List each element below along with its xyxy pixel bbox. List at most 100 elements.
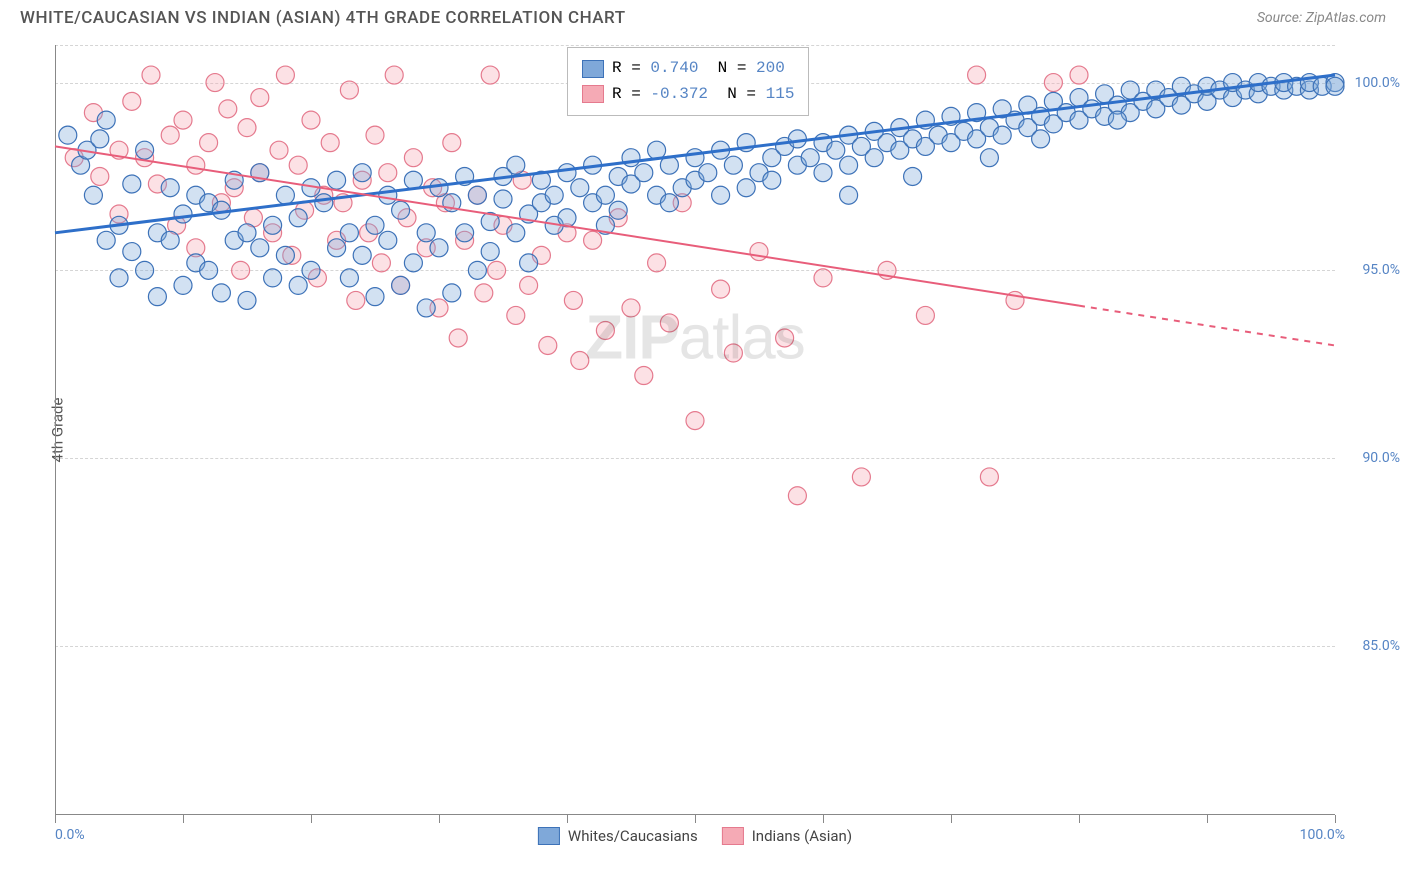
data-point bbox=[724, 156, 742, 174]
data-point bbox=[385, 66, 403, 84]
correlation-legend-box: R = 0.740 N = 200R = -0.372 N = 115 bbox=[567, 47, 809, 116]
data-point bbox=[545, 216, 563, 234]
data-point bbox=[968, 104, 986, 122]
data-point bbox=[494, 216, 512, 234]
data-point bbox=[814, 164, 832, 182]
data-point bbox=[737, 179, 755, 197]
data-point bbox=[840, 156, 858, 174]
data-point bbox=[238, 291, 256, 309]
data-point bbox=[1083, 100, 1101, 118]
data-point bbox=[520, 254, 538, 272]
data-point bbox=[968, 130, 986, 148]
data-point bbox=[404, 254, 422, 272]
data-point bbox=[430, 179, 448, 197]
data-point bbox=[1313, 77, 1331, 95]
data-point bbox=[571, 179, 589, 197]
data-point bbox=[187, 186, 205, 204]
data-point bbox=[750, 164, 768, 182]
data-point bbox=[225, 231, 243, 249]
data-point bbox=[571, 352, 589, 370]
data-point bbox=[59, 126, 77, 144]
data-point bbox=[136, 141, 154, 159]
data-point bbox=[1019, 96, 1037, 114]
data-point bbox=[1172, 96, 1190, 114]
data-point bbox=[865, 122, 883, 140]
data-point bbox=[110, 269, 128, 287]
data-point bbox=[65, 149, 83, 167]
data-point bbox=[942, 134, 960, 152]
data-point bbox=[1044, 92, 1062, 110]
watermark: ZIPatlas bbox=[585, 302, 804, 373]
data-point bbox=[91, 167, 109, 185]
trend-lines bbox=[55, 45, 1335, 815]
data-point bbox=[1121, 104, 1139, 122]
data-point bbox=[1147, 100, 1165, 118]
gridline bbox=[55, 458, 1335, 459]
data-point bbox=[513, 171, 531, 189]
x-tick-mark bbox=[1207, 815, 1208, 823]
data-point bbox=[1096, 107, 1114, 125]
data-point bbox=[673, 179, 691, 197]
data-point bbox=[251, 164, 269, 182]
data-point bbox=[456, 231, 474, 249]
x-tick-mark bbox=[311, 815, 312, 823]
legend-row: R = 0.740 N = 200 bbox=[582, 56, 794, 82]
data-point bbox=[84, 104, 102, 122]
data-point bbox=[955, 122, 973, 140]
data-point bbox=[750, 243, 768, 261]
data-point bbox=[276, 246, 294, 264]
data-point bbox=[1019, 119, 1037, 137]
data-point bbox=[1211, 81, 1229, 99]
data-point bbox=[161, 231, 179, 249]
data-point bbox=[174, 276, 192, 294]
data-point bbox=[507, 156, 525, 174]
data-point bbox=[878, 134, 896, 152]
data-point bbox=[110, 216, 128, 234]
data-point bbox=[891, 119, 909, 137]
data-point bbox=[174, 205, 192, 223]
data-point bbox=[308, 269, 326, 287]
data-point bbox=[635, 164, 653, 182]
data-point bbox=[763, 171, 781, 189]
data-point bbox=[404, 171, 422, 189]
data-point bbox=[827, 141, 845, 159]
data-point bbox=[564, 291, 582, 309]
data-point bbox=[161, 126, 179, 144]
data-point bbox=[609, 201, 627, 219]
data-point bbox=[264, 269, 282, 287]
data-point bbox=[1236, 81, 1254, 99]
data-point bbox=[212, 201, 230, 219]
legend-stat-text: R = -0.372 N = 115 bbox=[612, 82, 794, 108]
data-point bbox=[110, 205, 128, 223]
data-point bbox=[251, 164, 269, 182]
data-point bbox=[200, 134, 218, 152]
legend-item: Indians (Asian) bbox=[722, 827, 852, 845]
x-tick-mark bbox=[183, 815, 184, 823]
data-point bbox=[942, 107, 960, 125]
x-tick-mark bbox=[823, 815, 824, 823]
data-point bbox=[123, 92, 141, 110]
y-axis-label: 4th Grade bbox=[48, 398, 66, 463]
data-point bbox=[801, 149, 819, 167]
data-point bbox=[1147, 81, 1165, 99]
data-point bbox=[980, 119, 998, 137]
data-point bbox=[398, 209, 416, 227]
data-point bbox=[136, 149, 154, 167]
data-point bbox=[443, 134, 461, 152]
data-point bbox=[296, 201, 314, 219]
x-tick-mark bbox=[55, 815, 56, 823]
data-point bbox=[1070, 89, 1088, 107]
data-point bbox=[1032, 130, 1050, 148]
data-point bbox=[532, 246, 550, 264]
data-point bbox=[321, 134, 339, 152]
data-point bbox=[289, 276, 307, 294]
data-point bbox=[417, 239, 435, 257]
data-point bbox=[148, 175, 166, 193]
data-point bbox=[251, 89, 269, 107]
data-point bbox=[289, 156, 307, 174]
data-point bbox=[392, 276, 410, 294]
data-point bbox=[360, 224, 378, 242]
data-point bbox=[468, 186, 486, 204]
data-point bbox=[1121, 81, 1139, 99]
data-point bbox=[635, 367, 653, 385]
